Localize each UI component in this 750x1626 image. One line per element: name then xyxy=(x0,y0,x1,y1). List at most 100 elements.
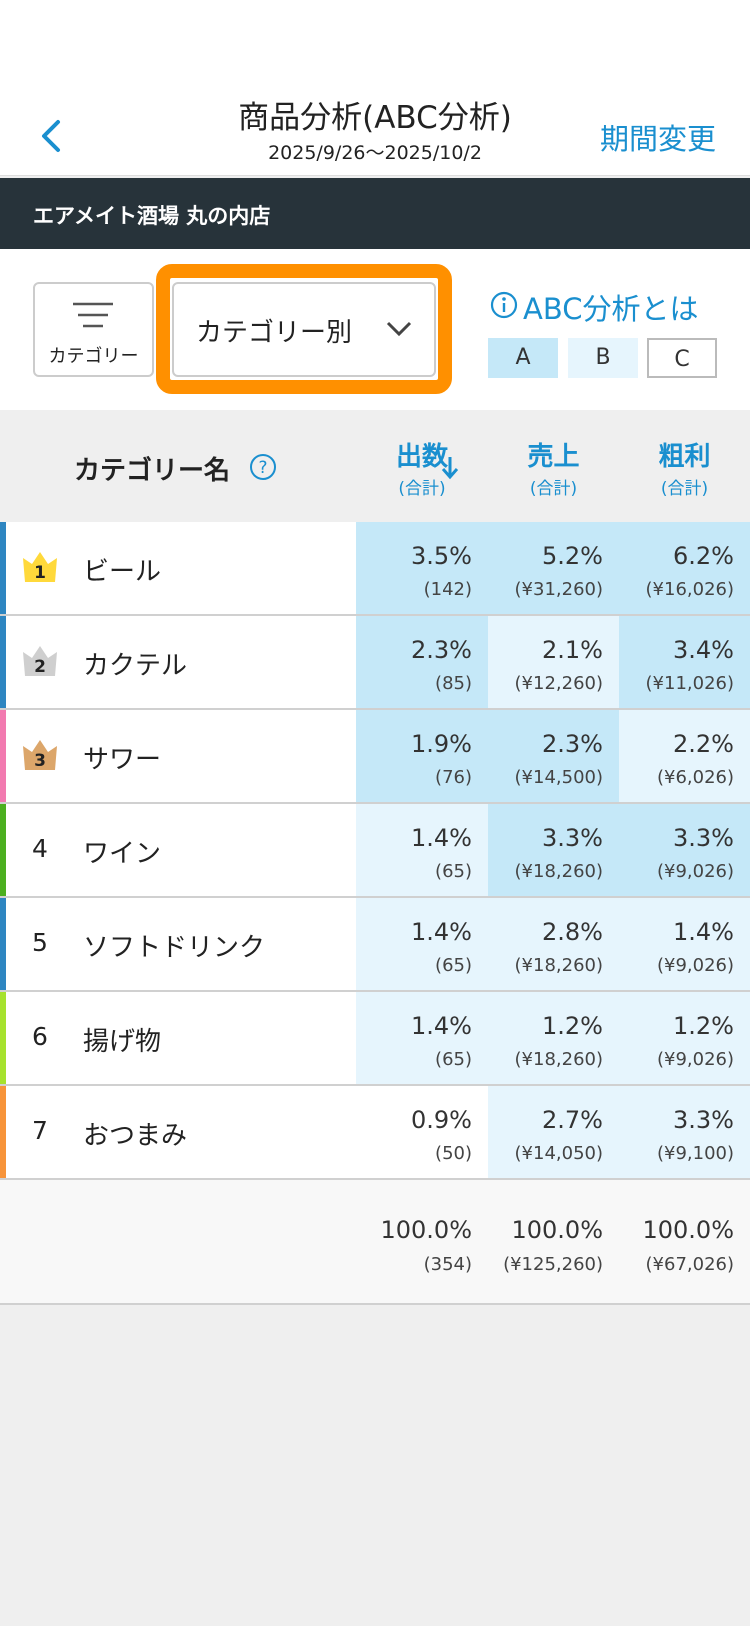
sort-indicator xyxy=(441,457,459,480)
rank-crown xyxy=(23,740,57,770)
rank: 2 xyxy=(34,657,46,677)
filter-button[interactable]: カテゴリー xyxy=(33,282,154,377)
cell-value: 1.4% xyxy=(411,1012,472,1040)
row-color-bar xyxy=(0,522,6,614)
category-name: ワイン xyxy=(83,839,162,869)
page-title: 商品分析(ABC分析) xyxy=(238,100,512,136)
row-color-bar xyxy=(0,898,6,990)
category-name: カクテル xyxy=(83,651,188,681)
cell-bg xyxy=(488,522,619,614)
cell-detail: (¥14,500) xyxy=(514,767,603,788)
cell-bg xyxy=(356,804,488,896)
total-value: 100.0% xyxy=(380,1216,472,1244)
cell-bg xyxy=(488,898,619,990)
cell-value: 1.2% xyxy=(542,1012,603,1040)
info-icon[interactable] xyxy=(490,291,518,319)
row-color-bar xyxy=(0,992,6,1084)
cell-detail: (¥14,050) xyxy=(514,1143,603,1164)
row-color-bar xyxy=(0,616,6,708)
store-bar xyxy=(0,178,750,249)
legend-item: B xyxy=(568,338,638,378)
cell-bg xyxy=(619,898,750,990)
cell-detail: (142) xyxy=(423,579,472,600)
table-header xyxy=(0,410,750,522)
cell-value: 2.1% xyxy=(542,636,603,664)
cell-value: 1.4% xyxy=(411,824,472,852)
highlight xyxy=(156,264,452,394)
rank: 3 xyxy=(34,751,46,771)
category-name: おつまみ xyxy=(83,1121,188,1151)
cell-detail: (¥12,260) xyxy=(514,673,603,694)
column-header[interactable]: 出数 xyxy=(395,442,448,472)
cell-bg xyxy=(356,992,488,1084)
cell-value: 2.7% xyxy=(542,1106,603,1134)
column-sub: (合計) xyxy=(398,479,446,499)
back-button[interactable] xyxy=(36,118,66,154)
cell-value: 3.3% xyxy=(673,824,734,852)
cell-value: 2.3% xyxy=(411,636,472,664)
cell-bg xyxy=(488,1086,619,1178)
cell-detail: (76) xyxy=(435,767,472,788)
name-header: カテゴリー名 xyxy=(74,456,231,486)
dropdown-label: カテゴリー別 xyxy=(196,318,353,348)
column-header[interactable]: 売上 xyxy=(527,442,580,472)
cell-value: 2.2% xyxy=(673,730,734,758)
column-sub: (合計) xyxy=(660,479,709,499)
cell-bg xyxy=(356,898,488,990)
column-header[interactable]: 粗利 xyxy=(658,442,711,472)
cell-bg xyxy=(356,616,488,708)
cell-detail: (¥16,026) xyxy=(645,579,734,600)
cell-value: 3.3% xyxy=(542,824,603,852)
cell-detail: (85) xyxy=(435,673,472,694)
cell-detail: (¥18,260) xyxy=(514,861,603,882)
cell-value: 1.4% xyxy=(411,918,472,946)
cell-detail: (¥18,260) xyxy=(514,1049,603,1070)
cell-value: 1.9% xyxy=(411,730,472,758)
cell-bg xyxy=(619,804,750,896)
total-value: 100.0% xyxy=(642,1216,734,1244)
cell-bg xyxy=(488,710,619,802)
help-link[interactable]: ABC分析とは xyxy=(523,292,699,326)
change-period[interactable]: 期間変更 xyxy=(599,122,716,156)
category-name: ソフトドリンク xyxy=(83,933,266,963)
filter-label: カテゴリー xyxy=(48,346,139,367)
cell-bg xyxy=(619,992,750,1084)
cell-bg xyxy=(488,616,619,708)
cell-bg xyxy=(619,616,750,708)
cell-detail: (65) xyxy=(435,955,472,976)
cell-detail: (¥6,026) xyxy=(656,767,734,788)
cell-detail: (¥9,100) xyxy=(656,1143,734,1164)
column-sub: (合計) xyxy=(529,479,578,499)
cell-value: 1.2% xyxy=(673,1012,734,1040)
rank: 7 xyxy=(32,1116,48,1145)
row-color-bar xyxy=(0,804,6,896)
cell-value: 3.5% xyxy=(411,542,472,570)
period: 2025/9/26〜2025/10/2 xyxy=(268,142,482,164)
total-detail: (¥125,260) xyxy=(503,1254,603,1275)
rank: 5 xyxy=(32,928,48,957)
row-color-bar xyxy=(0,1086,6,1178)
svg-text:?: ? xyxy=(258,458,267,478)
cell-detail: (¥9,026) xyxy=(656,1049,734,1070)
cell-value: 3.4% xyxy=(673,636,734,664)
cell-bg xyxy=(619,710,750,802)
help-icon[interactable]: ? xyxy=(249,453,277,481)
category-name: 揚げ物 xyxy=(83,1027,162,1057)
cell-detail: (65) xyxy=(435,861,472,882)
cell-value: 0.9% xyxy=(411,1106,472,1134)
cell-value: 2.3% xyxy=(542,730,603,758)
cell-value: 1.4% xyxy=(673,918,734,946)
dropdown[interactable]: カテゴリー別 xyxy=(172,282,436,377)
total-detail: (354) xyxy=(423,1254,472,1275)
app-header xyxy=(0,0,750,176)
rank: 4 xyxy=(32,834,48,863)
cell-detail: (65) xyxy=(435,1049,472,1070)
cell-value: 6.2% xyxy=(673,542,734,570)
legend-item: A xyxy=(488,338,558,378)
legend-item: C xyxy=(647,338,717,378)
cell-bg xyxy=(488,804,619,896)
row-color-bar xyxy=(0,710,6,802)
cell-value: 5.2% xyxy=(542,542,603,570)
rank-crown xyxy=(23,552,57,582)
cell-value: 2.8% xyxy=(542,918,603,946)
